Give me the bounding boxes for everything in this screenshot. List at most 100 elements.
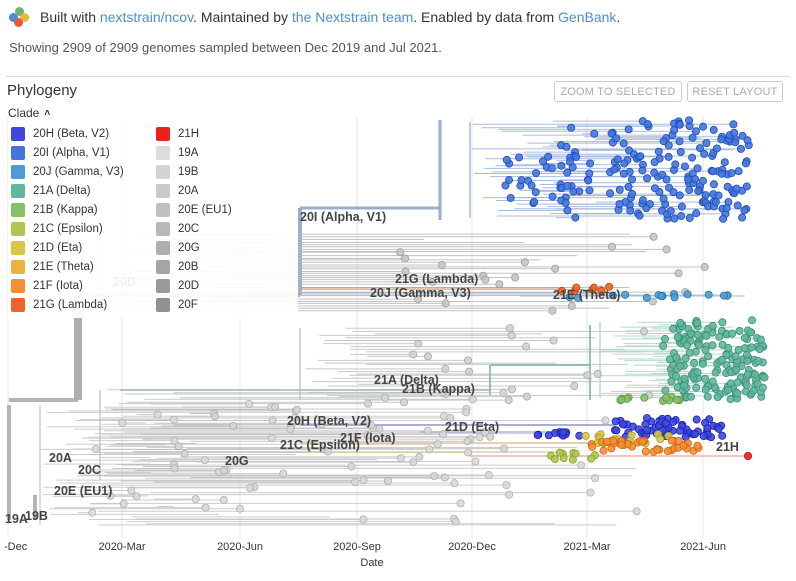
tip-node[interactable]: [675, 137, 684, 146]
tip-node[interactable]: [694, 187, 703, 196]
tip-node[interactable]: [720, 158, 729, 167]
tip-node[interactable]: [715, 332, 724, 341]
legend-item[interactable]: 20D: [156, 276, 298, 295]
tip-node[interactable]: [569, 187, 578, 196]
tip-node[interactable]: [437, 260, 446, 269]
tip-node[interactable]: [441, 299, 450, 308]
tip-node[interactable]: [463, 437, 472, 446]
tip-node[interactable]: [730, 128, 739, 137]
tip-node[interactable]: [383, 476, 392, 485]
tip-node[interactable]: [656, 435, 665, 444]
tip-node[interactable]: [701, 374, 710, 383]
tip-node[interactable]: [733, 389, 742, 398]
tip-node[interactable]: [229, 422, 238, 431]
tip-node[interactable]: [691, 430, 700, 439]
tip-node[interactable]: [522, 392, 531, 401]
tip-node[interactable]: [589, 283, 598, 292]
tip-node[interactable]: [347, 462, 356, 471]
tip-node[interactable]: [659, 341, 668, 350]
tip-node[interactable]: [649, 232, 658, 241]
tip-node[interactable]: [675, 426, 684, 435]
legend-item[interactable]: 20B: [156, 257, 298, 276]
tip-node[interactable]: [726, 395, 735, 404]
tip-node[interactable]: [200, 456, 209, 465]
tip-node[interactable]: [396, 454, 405, 463]
nextstrain-logo[interactable]: [7, 5, 31, 29]
tip-node[interactable]: [610, 165, 619, 174]
tip-node[interactable]: [701, 346, 710, 355]
tip-node[interactable]: [425, 445, 434, 454]
tip-node[interactable]: [531, 188, 540, 197]
tip-node[interactable]: [714, 424, 723, 433]
tip-node[interactable]: [279, 469, 288, 478]
tip-node[interactable]: [481, 428, 490, 437]
tip-node[interactable]: [693, 441, 702, 450]
tip-node[interactable]: [584, 176, 593, 185]
tip-node[interactable]: [681, 354, 690, 363]
tip-node[interactable]: [612, 134, 621, 143]
tip-node[interactable]: [675, 120, 684, 129]
tip-node[interactable]: [292, 405, 301, 414]
tip-node[interactable]: [639, 196, 648, 205]
tip-node[interactable]: [557, 286, 566, 295]
chevron-up-icon[interactable]: ˄: [44, 107, 51, 119]
nextstrain-ncov-link[interactable]: nextstrain/ncov: [99, 9, 194, 25]
tip-node[interactable]: [561, 198, 570, 207]
tip-node[interactable]: [621, 290, 630, 299]
tip-node[interactable]: [619, 139, 628, 148]
tip-node[interactable]: [731, 138, 740, 147]
tip-node[interactable]: [517, 176, 526, 185]
tip-node[interactable]: [502, 481, 511, 490]
tip-node[interactable]: [711, 368, 720, 377]
tip-node[interactable]: [685, 185, 694, 194]
tip-node[interactable]: [268, 416, 277, 425]
tip-node[interactable]: [430, 472, 439, 481]
tip-node[interactable]: [565, 157, 574, 166]
tip-node[interactable]: [586, 159, 595, 168]
tip-node[interactable]: [593, 370, 602, 379]
tip-node[interactable]: [666, 206, 675, 215]
tip-node[interactable]: [511, 273, 520, 282]
legend-item[interactable]: 20G: [156, 238, 298, 257]
tip-node[interactable]: [692, 415, 701, 424]
tip-node[interactable]: [662, 175, 671, 184]
tip-node[interactable]: [611, 417, 620, 426]
tip-node[interactable]: [741, 159, 750, 168]
tip-node[interactable]: [754, 357, 763, 366]
tip-node[interactable]: [617, 395, 626, 404]
tip-node[interactable]: [693, 330, 702, 339]
tip-node[interactable]: [676, 147, 685, 156]
tip-node[interactable]: [685, 213, 694, 222]
tip-node[interactable]: [169, 415, 178, 424]
tip-node[interactable]: [363, 399, 372, 408]
tip-node[interactable]: [481, 275, 490, 284]
tip-node[interactable]: [559, 454, 568, 463]
tip-node[interactable]: [572, 152, 581, 161]
tip-node[interactable]: [676, 318, 685, 327]
tip-node[interactable]: [746, 328, 755, 337]
tip-node[interactable]: [743, 356, 752, 365]
tip-node[interactable]: [680, 381, 689, 390]
tip-node[interactable]: [438, 388, 447, 397]
tip-node[interactable]: [583, 371, 592, 380]
tip-node[interactable]: [686, 329, 695, 338]
tip-node[interactable]: [428, 277, 437, 286]
tip-node[interactable]: [718, 340, 727, 349]
tip-node[interactable]: [400, 398, 409, 407]
tip-node[interactable]: [724, 386, 733, 395]
tip-node[interactable]: [690, 359, 699, 368]
tip-node[interactable]: [505, 490, 514, 499]
tip-node[interactable]: [677, 202, 686, 211]
tip-node[interactable]: [695, 144, 704, 153]
tip-node[interactable]: [661, 419, 670, 428]
tip-node[interactable]: [571, 213, 580, 222]
tip-node[interactable]: [607, 129, 616, 138]
nextstrain-team-link[interactable]: the Nextstrain team: [291, 9, 414, 25]
tip-node[interactable]: [548, 192, 557, 201]
tip-node[interactable]: [691, 175, 700, 184]
tip-node[interactable]: [612, 426, 621, 435]
tip-node[interactable]: [670, 214, 679, 223]
tip-node[interactable]: [657, 292, 666, 301]
tip-node[interactable]: [755, 345, 764, 354]
tip-node[interactable]: [642, 204, 651, 213]
